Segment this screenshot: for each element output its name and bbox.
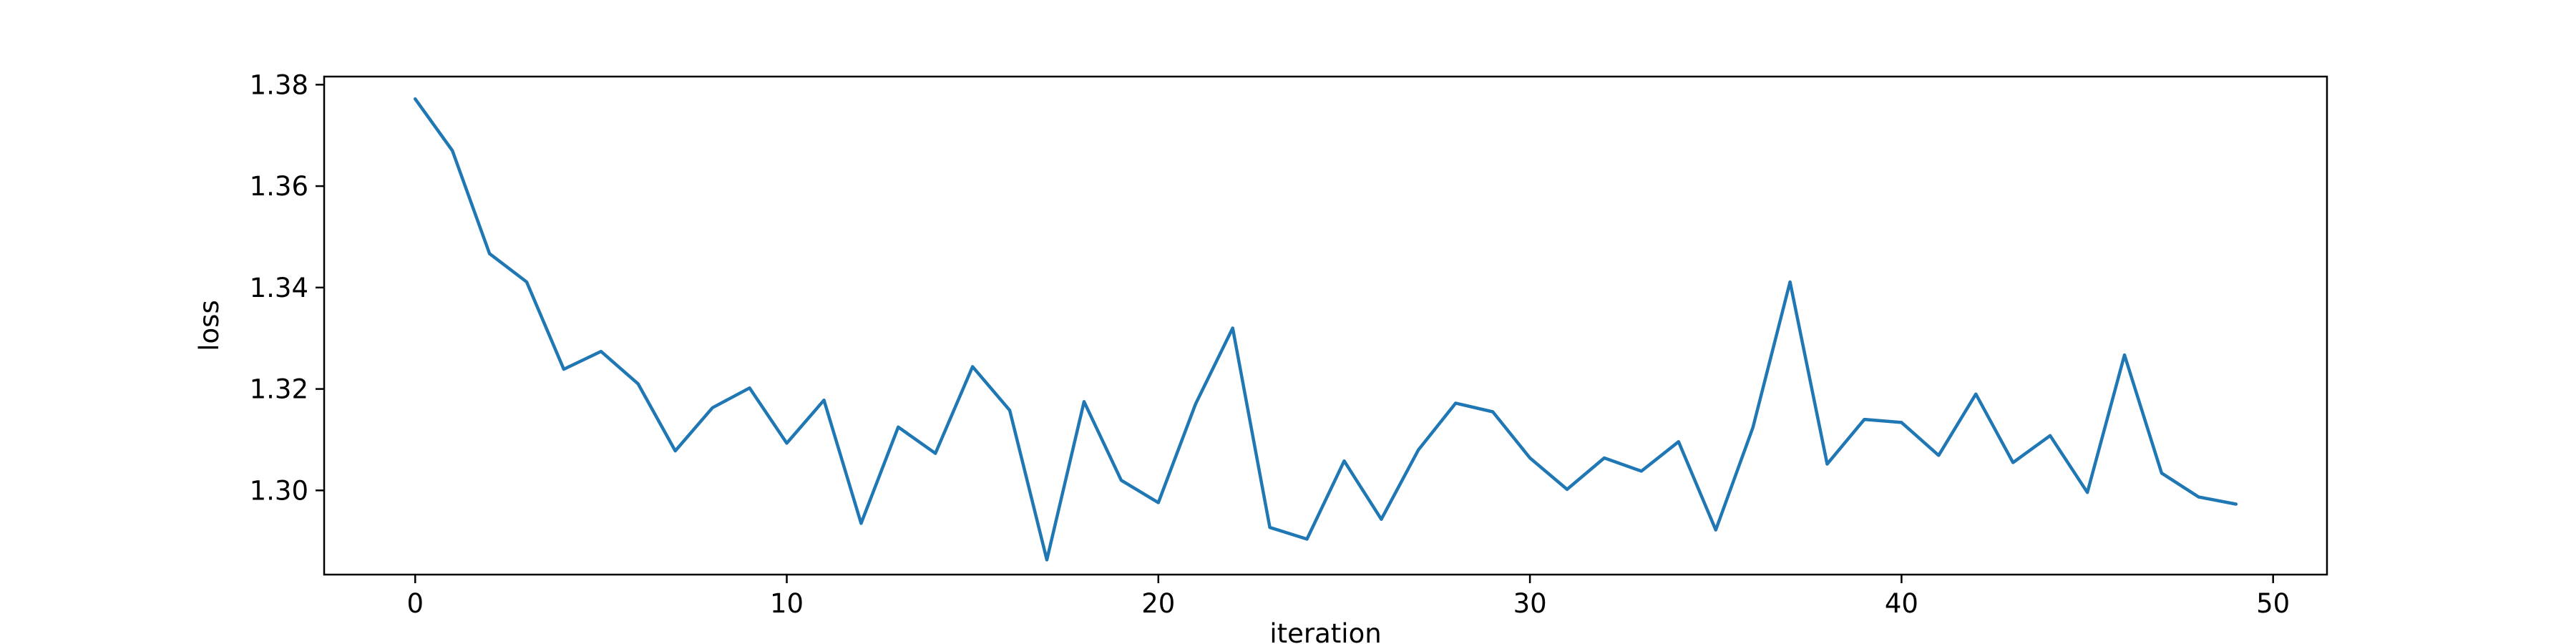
x-tick-label: 40 — [1885, 588, 1918, 619]
x-tick-label: 30 — [1513, 588, 1547, 619]
x-tick-label: 20 — [1141, 588, 1175, 619]
y-tick-label: 1.36 — [250, 171, 308, 202]
y-tick-label: 1.30 — [250, 475, 308, 506]
y-axis-label: loss — [194, 300, 225, 351]
axis-ticks: 0 10 20 30 40 50 1.30 1.32 1.34 1.36 1.38 — [250, 69, 2290, 619]
loss-series-line — [413, 97, 2238, 562]
y-tick-label: 1.34 — [250, 273, 308, 303]
plot-area-frame — [323, 75, 2328, 576]
y-tick-label: 1.32 — [250, 374, 308, 405]
x-tick-label: 50 — [2256, 588, 2290, 619]
y-tick-label: 1.38 — [250, 69, 308, 100]
x-tick-label: 0 — [406, 588, 424, 619]
x-tick-label: 10 — [770, 588, 804, 619]
x-axis-label: iteration — [1269, 618, 1381, 644]
